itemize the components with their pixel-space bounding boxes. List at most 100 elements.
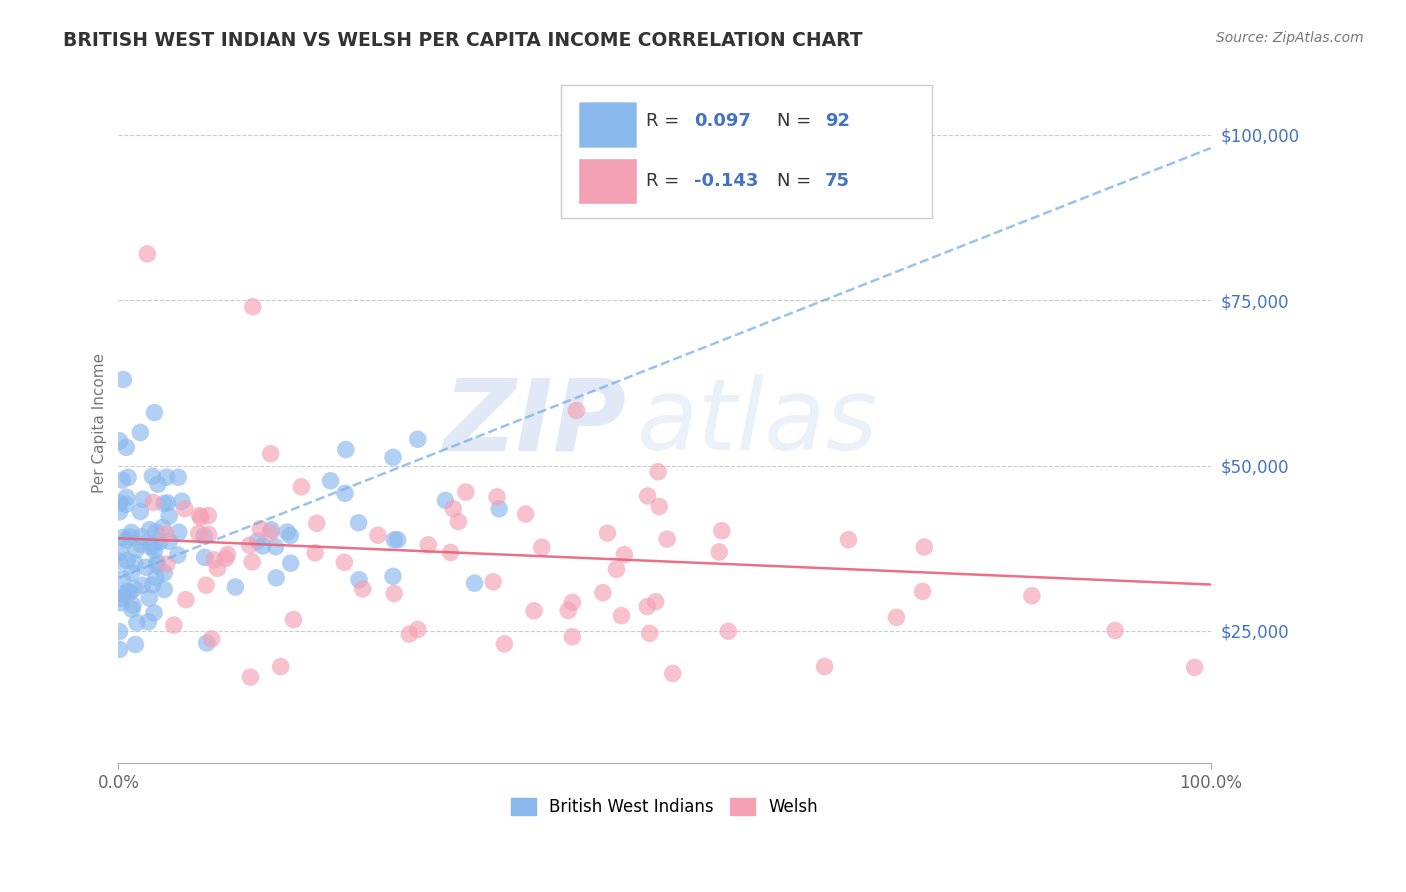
Point xyxy=(644,595,666,609)
Point xyxy=(1104,624,1126,638)
Point xyxy=(202,553,225,567)
Point xyxy=(195,578,218,592)
Point xyxy=(441,501,464,516)
Text: 0.097: 0.097 xyxy=(695,112,751,130)
Point xyxy=(120,525,142,540)
Text: ZIP: ZIP xyxy=(443,374,626,471)
Point xyxy=(717,624,740,639)
Point xyxy=(132,492,155,507)
Point xyxy=(167,470,190,484)
Point xyxy=(557,603,579,617)
Point xyxy=(523,604,546,618)
Point xyxy=(112,587,135,601)
Point xyxy=(115,491,138,505)
Point xyxy=(121,602,143,616)
Point xyxy=(661,666,683,681)
Point xyxy=(239,670,262,684)
Point xyxy=(195,636,218,650)
Point xyxy=(112,372,135,386)
Point xyxy=(111,473,134,487)
Point xyxy=(485,490,508,504)
Text: atlas: atlas xyxy=(637,374,879,471)
Point xyxy=(139,540,162,554)
Text: N =: N = xyxy=(778,171,817,190)
Point xyxy=(270,659,292,673)
Text: 75: 75 xyxy=(825,171,851,190)
Point xyxy=(188,508,211,523)
Point xyxy=(387,533,409,547)
Text: BRITISH WEST INDIAN VS WELSH PER CAPITA INCOME CORRELATION CHART: BRITISH WEST INDIAN VS WELSH PER CAPITA … xyxy=(63,31,863,50)
Point xyxy=(249,522,271,536)
Point xyxy=(406,623,429,637)
Point xyxy=(129,425,152,440)
Point xyxy=(120,530,142,544)
Point xyxy=(125,542,148,557)
Point xyxy=(613,548,636,562)
Point xyxy=(156,557,179,571)
Point xyxy=(367,528,389,542)
Point xyxy=(454,485,477,500)
Point xyxy=(464,576,486,591)
Point xyxy=(515,507,537,521)
Point xyxy=(174,592,197,607)
Point xyxy=(115,497,138,511)
Point xyxy=(108,505,131,519)
Point xyxy=(153,566,176,580)
Point xyxy=(111,572,134,586)
Point xyxy=(647,465,669,479)
Point xyxy=(129,505,152,519)
Point xyxy=(139,523,162,537)
Point xyxy=(382,569,405,583)
Point xyxy=(194,550,217,565)
Point xyxy=(111,531,134,545)
Point xyxy=(152,520,174,534)
Point xyxy=(482,574,505,589)
Point xyxy=(530,541,553,555)
Point xyxy=(214,551,236,566)
Point xyxy=(319,474,342,488)
Point xyxy=(217,548,239,562)
Point xyxy=(264,540,287,554)
Point xyxy=(197,527,219,541)
Point xyxy=(447,515,470,529)
Point xyxy=(610,608,633,623)
Point xyxy=(434,493,457,508)
Point xyxy=(153,582,176,597)
Point xyxy=(142,495,165,509)
Point xyxy=(439,545,461,559)
Point xyxy=(197,508,219,523)
Point xyxy=(565,403,588,417)
Point xyxy=(110,591,132,606)
Text: R =: R = xyxy=(645,171,685,190)
Point xyxy=(146,555,169,569)
Point xyxy=(398,627,420,641)
FancyBboxPatch shape xyxy=(579,103,636,146)
Point xyxy=(145,525,167,540)
Point xyxy=(290,480,312,494)
Point xyxy=(382,450,405,465)
Point xyxy=(143,406,166,420)
Legend: British West Indians, Welsh: British West Indians, Welsh xyxy=(505,791,825,823)
Point xyxy=(201,632,224,646)
Point xyxy=(117,584,139,599)
Point xyxy=(488,501,510,516)
Point xyxy=(246,533,269,548)
Point xyxy=(138,591,160,605)
Point xyxy=(110,545,132,559)
Point xyxy=(709,545,731,559)
Point xyxy=(155,527,177,541)
Point xyxy=(108,554,131,568)
Point xyxy=(157,534,180,549)
Point xyxy=(276,524,298,539)
Point xyxy=(224,580,246,594)
Point xyxy=(143,543,166,558)
Text: Source: ZipAtlas.com: Source: ZipAtlas.com xyxy=(1216,31,1364,45)
Point xyxy=(240,555,263,569)
Point xyxy=(259,526,281,541)
Point xyxy=(135,560,157,574)
Point xyxy=(121,566,143,580)
Point xyxy=(305,516,328,531)
Point xyxy=(636,599,658,614)
Point xyxy=(157,509,180,524)
Point xyxy=(648,500,671,514)
